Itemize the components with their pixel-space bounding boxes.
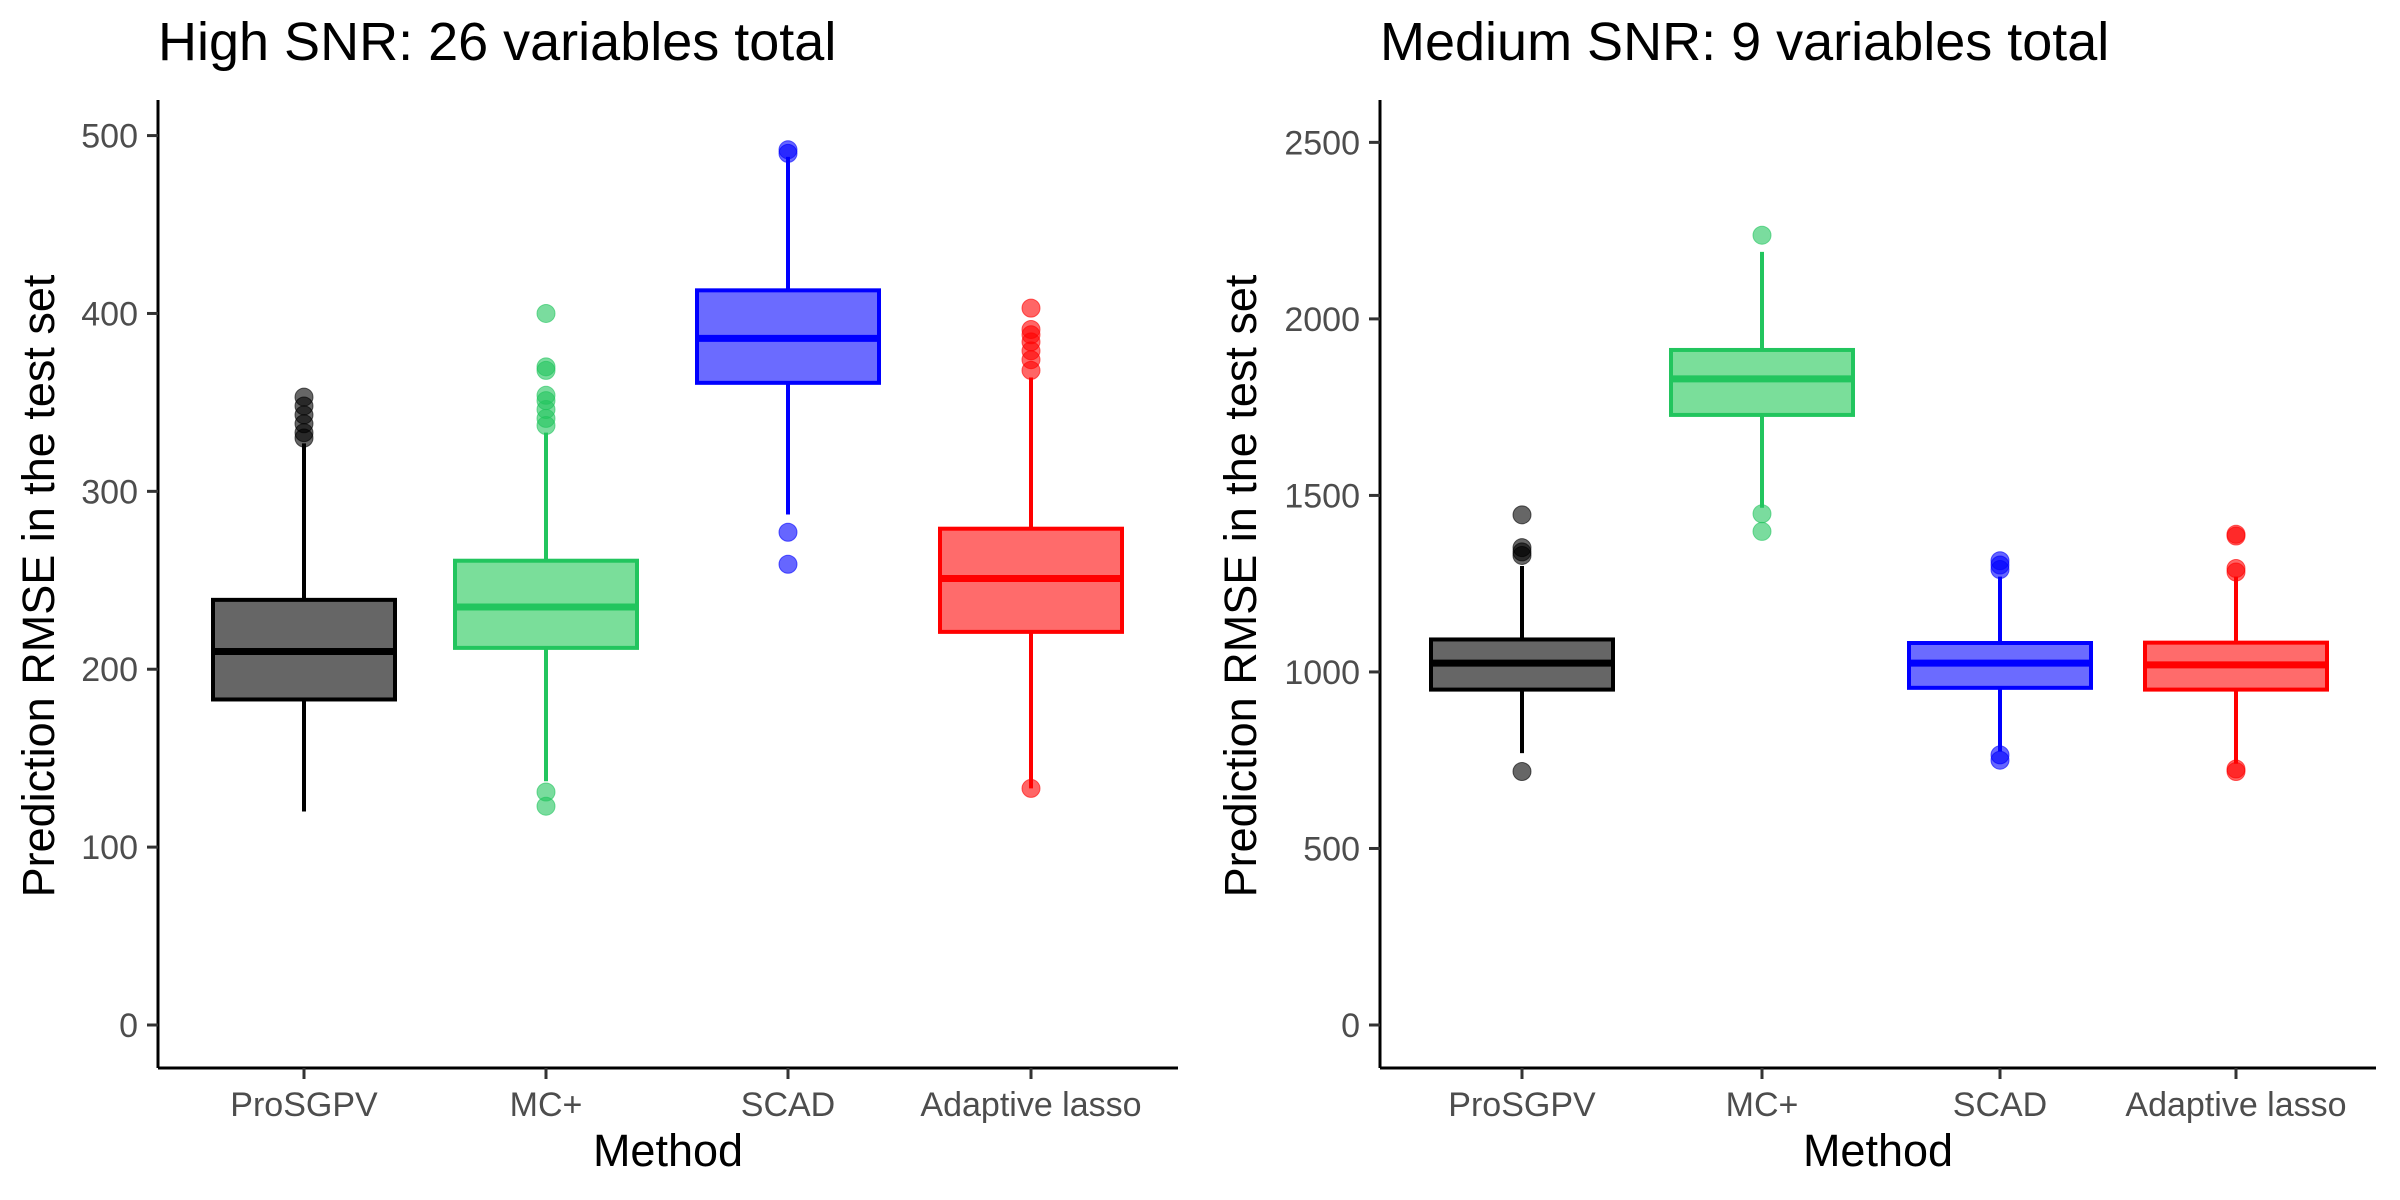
box-adaptive-lasso [2143, 524, 2329, 782]
plot-area: 0 100 200 300 400 500 ProSGPV MC+ SCAD Adaptive l… [81, 100, 1178, 1124]
outlier-point [1752, 504, 1772, 524]
y-tick-label: 300 [81, 473, 138, 511]
box-adaptive-lasso [938, 298, 1124, 798]
outlier-point [1512, 505, 1532, 525]
outlier-point [536, 385, 556, 405]
y-tick-label: 0 [119, 1007, 138, 1045]
outlier-point [778, 522, 798, 542]
box-scad [695, 140, 881, 574]
x-tick-label: Adaptive lasso [2125, 1086, 2346, 1124]
box-prosgpv [1429, 505, 1615, 782]
outlier-point [294, 387, 314, 407]
outlier-point [536, 782, 556, 802]
x-axis-title: Method [593, 1125, 743, 1176]
outlier-point [2226, 559, 2246, 579]
box-prosgpv [211, 387, 397, 812]
y-axis-title: Prediction RMSE in the test set [1215, 274, 1266, 897]
x-tick-label: SCAD [1953, 1086, 2047, 1124]
outlier-point [536, 303, 556, 323]
y-tick-label: 200 [81, 651, 138, 689]
chart-panel-medium-snr: Medium SNR: 9 variables total Prediction… [1215, 12, 2376, 1176]
box-mc- [453, 303, 639, 816]
y-tick-label: 400 [81, 295, 138, 333]
chart-title: High SNR: 26 variables total [158, 12, 836, 72]
plot-area: 0 500 1000 1500 2000 2500 ProSGPV MC+ SCAD Adapti… [1284, 100, 2376, 1124]
x-tick-label: ProSGPV [1448, 1086, 1596, 1124]
outlier-point [1752, 521, 1772, 541]
outlier-point [778, 554, 798, 574]
outlier-point [1021, 319, 1041, 339]
x-tick-label: MC+ [1726, 1086, 1799, 1124]
box-scad [1907, 551, 2093, 770]
outlier-point [1021, 778, 1041, 798]
outlier-point [2226, 759, 2246, 779]
y-tick-label: 2500 [1284, 124, 1360, 162]
y-tick-label: 500 [1303, 830, 1360, 868]
outlier-point [2226, 524, 2246, 544]
y-tick-label: 500 [81, 118, 138, 156]
box-iqr [1669, 347, 1855, 417]
x-tick-label: MC+ [510, 1086, 583, 1124]
chart-panel-high-snr: High SNR: 26 variables total Prediction … [13, 12, 1178, 1176]
y-tick-label: 100 [81, 829, 138, 867]
x-tick-label: SCAD [741, 1086, 835, 1124]
outlier-point [1512, 762, 1532, 782]
outlier-point [536, 357, 556, 377]
x-tick-label: Adaptive lasso [920, 1086, 1141, 1124]
chart-title: Medium SNR: 9 variables total [1380, 12, 2109, 72]
y-tick-label: 0 [1341, 1007, 1360, 1045]
outlier-point [1512, 538, 1532, 558]
box-mc- [1669, 225, 1855, 541]
x-tick-label: ProSGPV [230, 1086, 378, 1124]
x-axis-title: Method [1803, 1125, 1953, 1176]
outlier-point [1752, 225, 1772, 245]
y-tick-label: 1500 [1284, 477, 1360, 515]
outlier-point [1990, 551, 2010, 571]
y-axis-title: Prediction RMSE in the test set [13, 274, 64, 897]
outlier-point [1021, 298, 1041, 318]
outlier-point [778, 140, 798, 160]
y-tick-label: 2000 [1284, 301, 1360, 339]
outlier-point [1990, 745, 2010, 765]
y-tick-label: 1000 [1284, 654, 1360, 692]
